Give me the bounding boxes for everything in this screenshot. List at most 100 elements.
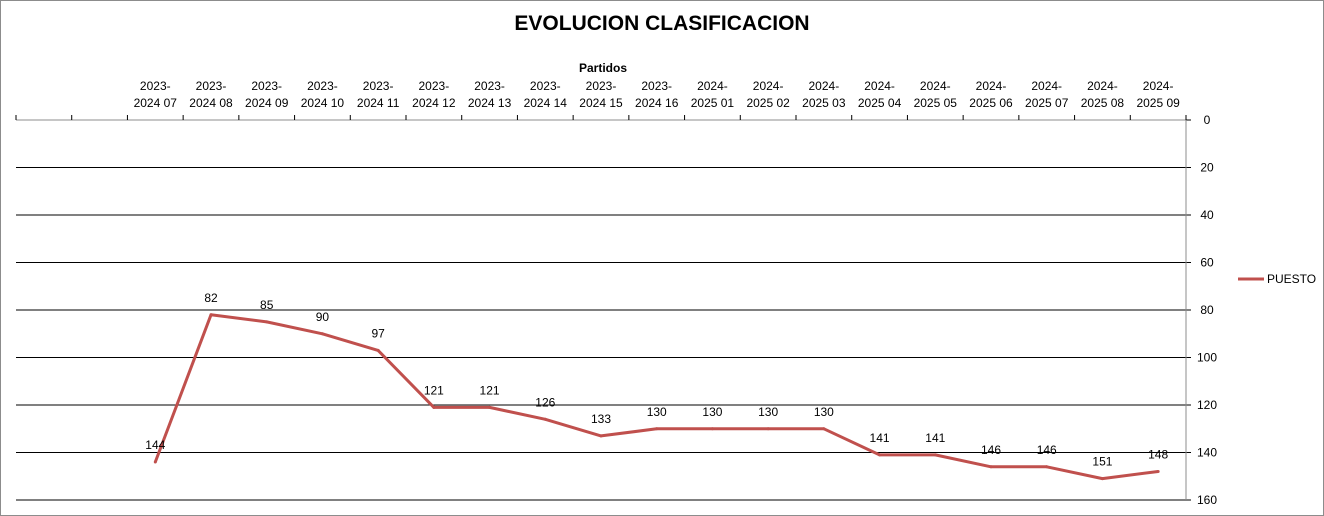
gridlines [16,167,1186,501]
data-point [822,427,826,431]
data-point [933,453,937,457]
data-point [1045,465,1049,469]
y-tick-label: 100 [1197,351,1217,365]
data-label: 130 [647,405,667,419]
x-tick-label: 2024- 2025 02 [746,79,790,110]
data-label: 121 [480,383,500,397]
x-tick-label: 2023- 2024 08 [189,79,233,110]
x-tick-label-line2: 2025 01 [691,96,735,110]
data-point [320,332,324,336]
series-line-puesto [153,313,1159,481]
x-tick-label: 2023- 2024 09 [245,79,289,110]
data-point [543,417,547,421]
x-tick-label: 2024- 2025 01 [691,79,735,110]
x-tick-label: 2023- 2024 10 [301,79,345,110]
data-point [655,427,659,431]
y-tick-label: 40 [1200,208,1214,222]
x-tick-label-line1: 2023- [419,79,450,93]
x-tick-label-line1: 2023- [474,79,505,93]
x-tick-label-line1: 2024- [1031,79,1062,93]
data-label: 126 [535,395,555,409]
x-tick-label: 2024- 2025 05 [914,79,958,110]
data-label: 121 [424,383,444,397]
x-tick-label: 2024- 2025 03 [802,79,846,110]
x-tick-label-line2: 2024 08 [189,96,233,110]
x-tick-label-line1: 2023- [307,79,338,93]
x-tick-label-line1: 2024- [976,79,1007,93]
x-tick-label-line1: 2023- [140,79,171,93]
data-point [209,313,213,317]
data-point [265,320,269,324]
x-tick-label-line1: 2024- [697,79,728,93]
data-label: 144 [145,438,165,452]
x-tick-label: 2023- 2024 11 [357,79,400,110]
x-tick-label: 2023- 2024 13 [468,79,512,110]
data-labels: 144 82 85 90 97 121 121 126 133 130 130 130 130 141 14… [145,291,1168,469]
data-point [488,405,492,409]
x-tick-label: 2023- 2024 15 [579,79,623,110]
data-label: 141 [925,431,945,445]
data-label: 82 [204,291,218,305]
x-tick-label-line1: 2023- [586,79,617,93]
y-tick-label: 160 [1197,493,1217,507]
data-label: 90 [316,310,330,324]
data-label: 146 [981,443,1001,457]
data-point [1100,477,1104,481]
x-tick-label: 2023- 2024 16 [635,79,679,110]
x-tick-label-line2: 2024 07 [134,96,178,110]
x-tick-label: 2024- 2025 09 [1136,79,1180,110]
x-tick-label-line1: 2023- [196,79,227,93]
x-tick-label-line2: 2024 16 [635,96,679,110]
x-tick-label: 2023- 2024 14 [524,79,568,110]
x-tick-label-line2: 2024 11 [357,96,400,110]
legend: PUESTO [1238,272,1316,286]
x-tick-label-line1: 2024- [920,79,951,93]
x-tick-label-line2: 2024 15 [579,96,623,110]
legend-label: PUESTO [1267,272,1316,286]
y-tick-label: 80 [1200,303,1214,317]
data-point [432,405,436,409]
chart-title: EVOLUCION CLASIFICACION [514,12,810,35]
x-tick-label-line2: 2025 05 [914,96,958,110]
data-label: 85 [260,298,274,312]
x-tick-label-line2: 2025 04 [858,96,902,110]
x-tick-label-line2: 2024 13 [468,96,512,110]
x-tick-label-line2: 2024 10 [301,96,345,110]
x-tick-label-line2: 2024 12 [412,96,456,110]
x-tick-label-line1: 2024- [864,79,895,93]
data-label: 141 [870,431,890,445]
x-tick-label-line2: 2025 06 [969,96,1013,110]
data-point [153,460,157,464]
x-tick-label: 2024- 2025 07 [1025,79,1069,110]
x-tick-label: 2024- 2025 06 [969,79,1013,110]
x-tick-label-line2: 2025 09 [1136,96,1180,110]
data-point [766,427,770,431]
x-axis-label: Partidos [579,61,627,75]
x-tick-label: 2023- 2024 07 [134,79,178,110]
y-tick-label: 20 [1200,161,1214,175]
data-point [376,348,380,352]
x-tick-label-line1: 2023- [641,79,672,93]
x-tick-label: 2024- 2025 04 [858,79,902,110]
y-tick-label: 0 [1204,113,1211,127]
data-label: 130 [814,405,834,419]
x-tick-label-line1: 2024- [1087,79,1118,93]
x-tick-label-line2: 2025 02 [746,96,790,110]
data-label: 130 [758,405,778,419]
data-point [1156,470,1160,473]
data-label: 130 [702,405,722,419]
data-point [710,427,714,431]
x-tick-label: 2023- 2024 12 [412,79,456,110]
data-label: 97 [371,326,385,340]
y-tick-label: 140 [1197,446,1217,460]
series-layer [153,313,1160,481]
x-tick-label-line2: 2025 07 [1025,96,1069,110]
x-tick-label-line1: 2023- [251,79,282,93]
x-tick-label-line2: 2025 08 [1081,96,1125,110]
x-tick-label-line1: 2024- [753,79,784,93]
data-point [989,465,993,469]
y-tick-label: 120 [1197,398,1217,412]
x-tick-label-line1: 2024- [1143,79,1174,93]
